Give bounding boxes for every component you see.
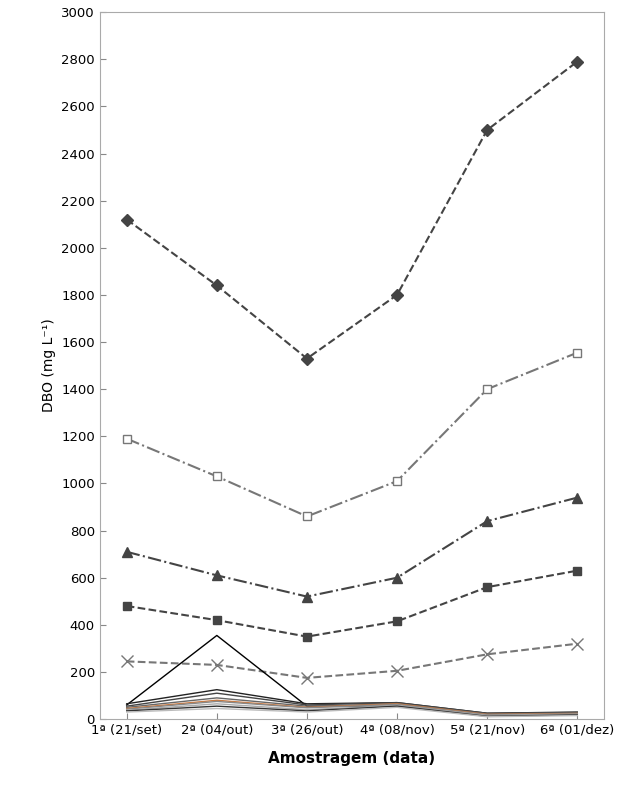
X-axis label: Amostragem (data): Amostragem (data) (269, 751, 435, 766)
Y-axis label: DBO (mg L⁻¹): DBO (mg L⁻¹) (42, 318, 55, 413)
